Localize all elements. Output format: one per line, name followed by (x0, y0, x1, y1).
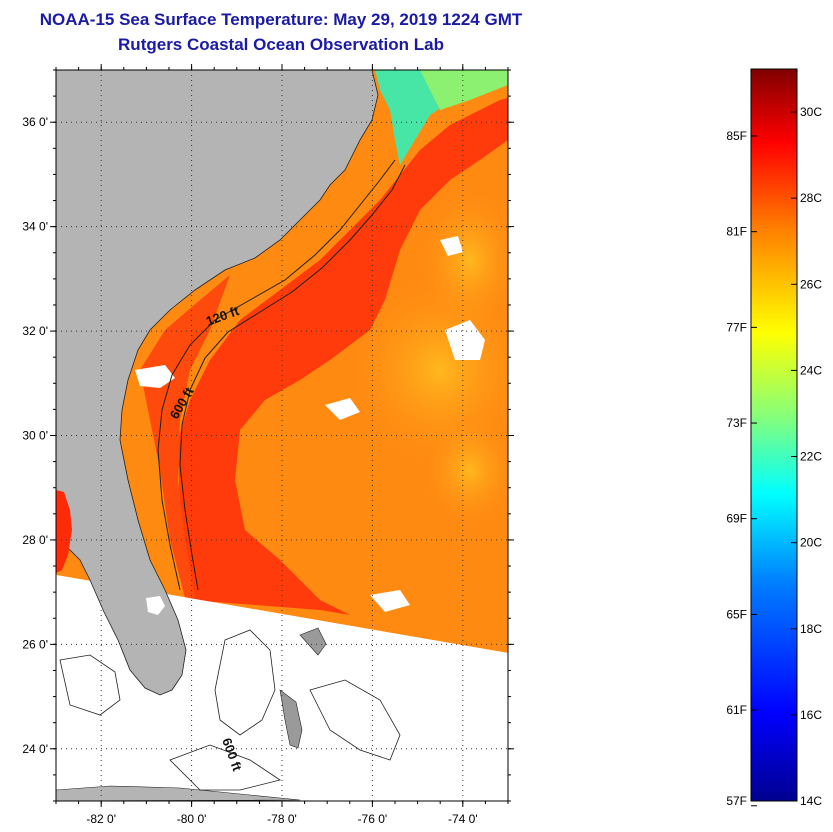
contour-bahamas (214, 629, 276, 736)
gulf-water (56, 490, 72, 573)
celsius-label: 22C (800, 450, 822, 464)
fahrenheit-label: 69F (726, 512, 747, 526)
colorbar (750, 68, 798, 802)
shelf-water (140, 275, 230, 598)
fahrenheit-label: 57F (726, 794, 747, 808)
lat-tick-label: 26 0' (22, 637, 48, 651)
colorbar-labels: 30C 28C 26C 24C 22C 20C 18C 16C 14C 85F 81F 77F 73F 6… (726, 105, 822, 808)
celsius-label: 16C (800, 708, 822, 722)
lat-tick-label: 28 0' (22, 533, 48, 547)
celsius-label: 18C (800, 622, 822, 636)
bahamas-island (279, 689, 303, 749)
cloud-patch (325, 398, 360, 420)
warm-eddy (425, 415, 508, 525)
lat-tick-label: 32 0' (22, 324, 48, 338)
cold-shelf-water (420, 70, 508, 110)
lon-tick-label: -76 0' (358, 812, 388, 826)
celsius-label: 30C (800, 105, 822, 119)
lake-okeechobee (146, 596, 165, 615)
cloud-patch (445, 320, 485, 360)
lat-tick-label: 36 0' (22, 115, 48, 129)
cloud-patch (370, 590, 410, 612)
map-subtitle: Rutgers Coastal Ocean Observation Lab (118, 35, 444, 54)
cloud-patch (135, 365, 175, 388)
lat-tick-label: 34 0' (22, 220, 48, 234)
cloud-patch (440, 236, 463, 256)
lat-tick-label: 30 0' (22, 429, 48, 443)
celsius-label: 24C (800, 363, 822, 377)
contour-bahamas (169, 744, 281, 791)
lon-tick-label: -74 0' (448, 812, 478, 826)
warm-eddy (420, 190, 508, 330)
lon-tick-label: -78 0' (267, 812, 297, 826)
fahrenheit-label: 77F (726, 320, 747, 334)
celsius-label: 26C (800, 277, 822, 291)
lon-tick-label: -82 0' (86, 812, 116, 826)
fahrenheit-label: 61F (726, 703, 747, 717)
fahrenheit-label: 81F (726, 225, 747, 239)
map-title: NOAA-15 Sea Surface Temperature: May 29,… (39, 10, 523, 29)
cuba (56, 785, 301, 801)
contour-bahamas (309, 679, 401, 761)
lat-tick-label: 24 0' (22, 742, 48, 756)
celsius-label: 28C (800, 191, 822, 205)
fahrenheit-label: 73F (726, 416, 747, 430)
celsius-label: 14C (800, 794, 822, 808)
fahrenheit-label: 85F (726, 129, 747, 143)
contour-120ft (157, 159, 396, 591)
lon-tick-label: -80 0' (177, 812, 207, 826)
gulf-stream (178, 98, 508, 615)
contour-florida-keys (59, 654, 121, 716)
fahrenheit-label: 65F (726, 607, 747, 621)
contour-600ft (179, 164, 406, 591)
map-grid: 24 0' 26 0' 28 0' 30 0' 32 0' 34 0' 36 0' -82 0… (22, 64, 514, 826)
celsius-label: 20C (800, 536, 822, 550)
